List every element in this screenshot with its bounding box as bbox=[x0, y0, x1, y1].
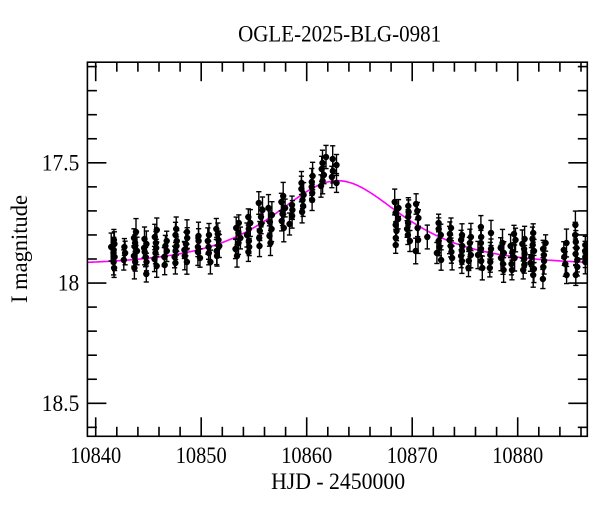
svg-text:10880: 10880 bbox=[492, 443, 543, 468]
svg-text:10840: 10840 bbox=[70, 443, 121, 468]
svg-text:10860: 10860 bbox=[281, 443, 332, 468]
svg-text:I magnitude: I magnitude bbox=[7, 195, 32, 303]
svg-text:10850: 10850 bbox=[176, 443, 227, 468]
svg-text:18.5: 18.5 bbox=[42, 391, 80, 416]
svg-text:OGLE-2025-BLG-0981: OGLE-2025-BLG-0981 bbox=[238, 22, 441, 47]
svg-text:10870: 10870 bbox=[387, 443, 438, 468]
svg-text:HJD - 2450000: HJD - 2450000 bbox=[271, 469, 405, 494]
svg-text:17.5: 17.5 bbox=[42, 150, 80, 175]
svg-text:18: 18 bbox=[58, 271, 80, 296]
